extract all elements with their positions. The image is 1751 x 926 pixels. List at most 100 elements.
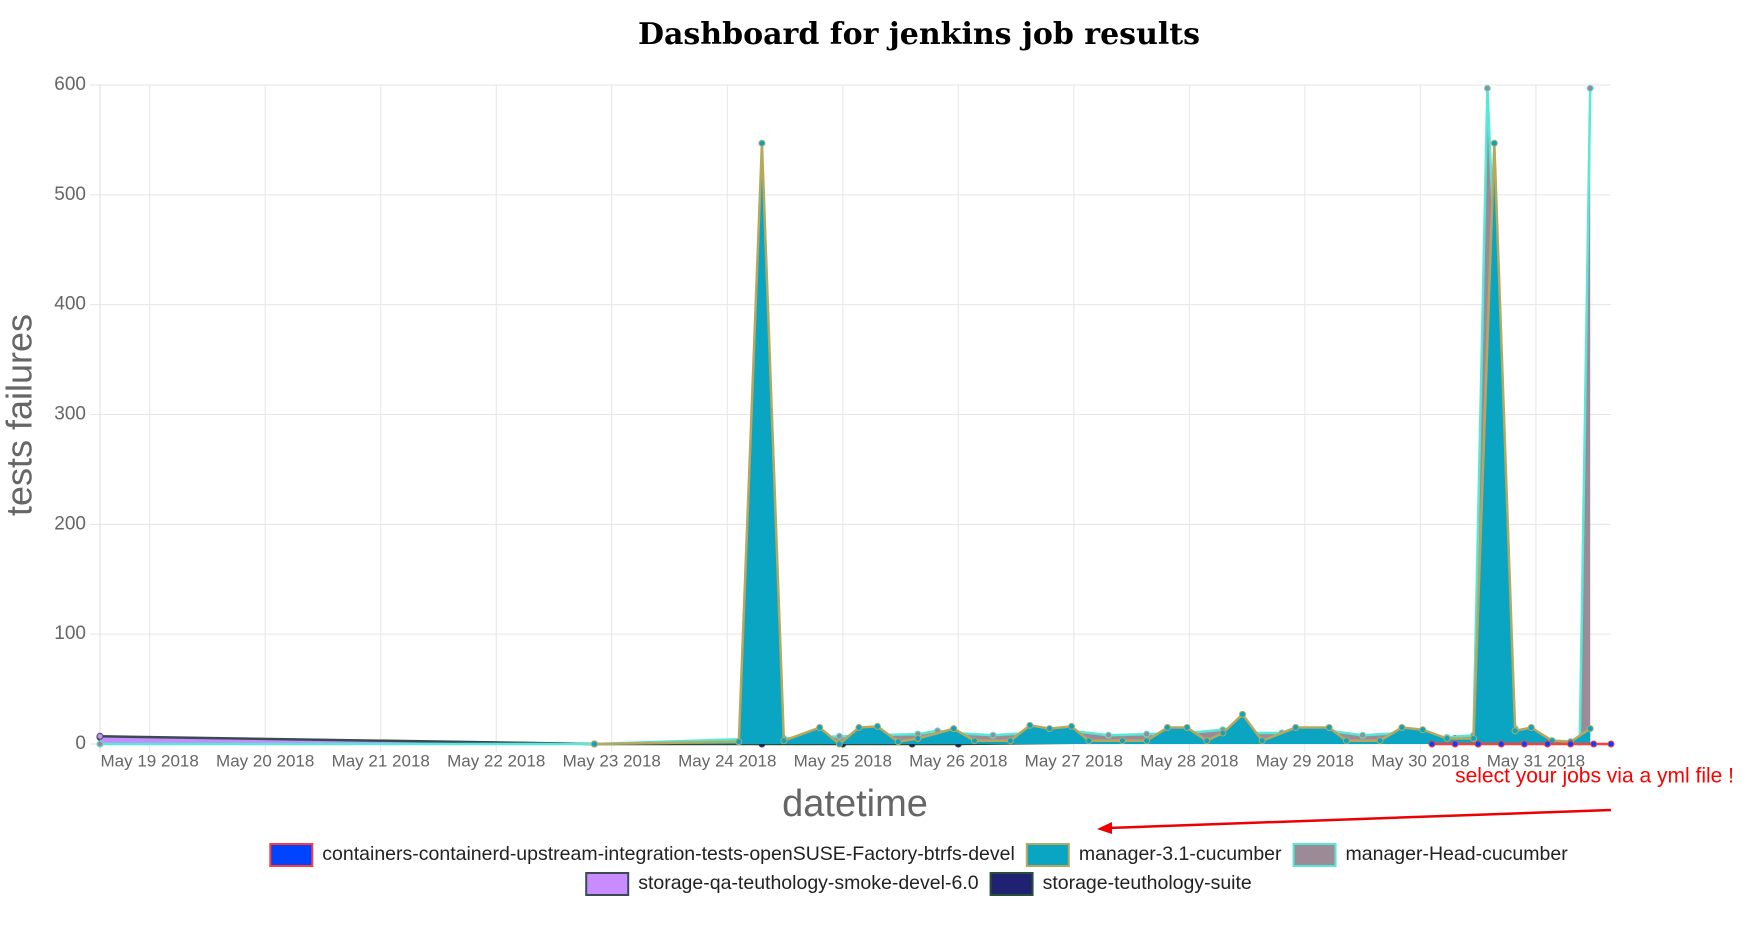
data-point xyxy=(1203,737,1211,745)
data-point xyxy=(816,724,824,732)
data-point xyxy=(758,139,766,147)
annotation-arrowhead xyxy=(1097,822,1112,834)
data-point xyxy=(1590,740,1598,748)
x-tick-label: May 28 2018 xyxy=(1140,751,1238,770)
x-axis-label: datetime xyxy=(782,783,928,825)
data-point xyxy=(1567,740,1575,748)
y-tick-label: 500 xyxy=(54,184,86,205)
data-point xyxy=(1104,731,1112,739)
legend-label: manager-Head-cucumber xyxy=(1346,843,1569,865)
data-point xyxy=(1419,726,1427,734)
legend-swatch xyxy=(989,872,1034,896)
x-tick-label: May 22 2018 xyxy=(447,751,545,770)
legend-label: storage-qa-teuthology-smoke-devel-6.0 xyxy=(638,872,979,894)
data-point xyxy=(1085,737,1093,745)
data-point xyxy=(1443,735,1451,743)
data-point xyxy=(835,740,843,748)
plot: 0 100 200 300 400 500 600 May 19 2018 May 20 201… xyxy=(54,74,1615,770)
x-tick-label: May 21 2018 xyxy=(332,751,430,770)
data-point xyxy=(1428,740,1436,748)
series-area xyxy=(100,88,1591,745)
data-point xyxy=(873,722,881,730)
data-point xyxy=(590,740,598,748)
data-point xyxy=(1006,737,1014,745)
legend-label: containers-containerd-upstream-integrati… xyxy=(322,843,1015,865)
data-point xyxy=(1607,740,1615,748)
legend-swatch xyxy=(269,843,314,867)
data-point xyxy=(1376,737,1384,745)
x-tick-label: May 23 2018 xyxy=(563,751,661,770)
legend-item[interactable]: manager-Head-cucumber xyxy=(1292,843,1569,867)
legend-swatch xyxy=(585,872,630,896)
data-point xyxy=(855,724,863,732)
legend-item[interactable]: containers-containerd-upstream-integrati… xyxy=(269,843,1015,867)
data-point xyxy=(835,732,843,740)
series-line xyxy=(99,735,595,746)
data-point xyxy=(1451,740,1459,748)
data-point xyxy=(735,738,743,746)
legend-label: manager-3.1-cucumber xyxy=(1079,843,1282,865)
data-point xyxy=(1258,737,1266,745)
annotation: select your jobs via a yml file ! xyxy=(1455,765,1734,788)
data-point xyxy=(1325,724,1333,732)
legend-swatch xyxy=(1025,843,1070,867)
data-point xyxy=(894,738,902,746)
y-tick-label: 300 xyxy=(54,404,86,425)
x-tick-label: May 29 2018 xyxy=(1256,751,1354,770)
x-tick-label: May 30 2018 xyxy=(1371,751,1469,770)
data-point xyxy=(1163,724,1171,732)
data-point xyxy=(970,737,978,745)
x-tick-label: May 24 2018 xyxy=(678,751,776,770)
x-tick-label: May 19 2018 xyxy=(101,751,199,770)
y-tick-label: 100 xyxy=(54,623,86,644)
data-point xyxy=(914,735,922,743)
data-point xyxy=(1483,84,1491,92)
legend-item[interactable]: storage-qa-teuthology-smoke-devel-6.0 xyxy=(585,872,979,896)
x-tick-label: May 26 2018 xyxy=(909,751,1007,770)
data-point xyxy=(1026,721,1034,729)
legend-item[interactable]: manager-3.1-cucumber xyxy=(1025,843,1282,867)
data-point xyxy=(1143,730,1151,738)
y-tick-label: 200 xyxy=(54,513,86,534)
data-point xyxy=(1342,737,1350,745)
series-area xyxy=(594,143,1591,744)
data-point xyxy=(1586,725,1594,733)
data-point xyxy=(1490,139,1498,147)
annotation-arrow xyxy=(1107,808,1612,830)
data-point xyxy=(1543,740,1551,748)
data-point xyxy=(1219,729,1227,737)
data-point xyxy=(1046,725,1054,733)
data-point xyxy=(1474,740,1482,748)
x-tick-label: May 31 2018 xyxy=(1487,751,1585,770)
y-axis-label: tests failures xyxy=(0,314,40,516)
x-tick-label: May 25 2018 xyxy=(794,751,892,770)
data-point xyxy=(1497,740,1505,748)
data-point xyxy=(1527,724,1535,732)
data-point xyxy=(1520,740,1528,748)
data-point xyxy=(1586,84,1594,92)
y-tick-label: 600 xyxy=(54,74,86,95)
legend: containers-containerd-upstream-integrati… xyxy=(269,843,1569,896)
x-tick-label: May 27 2018 xyxy=(1025,751,1123,770)
data-point xyxy=(950,725,958,733)
data-point xyxy=(1068,722,1076,730)
data-point xyxy=(96,740,104,748)
data-point xyxy=(1238,710,1246,718)
data-point xyxy=(1511,727,1519,735)
series-line xyxy=(100,88,1592,746)
data-point xyxy=(96,732,104,740)
legend-label: storage-teuthology-suite xyxy=(1043,872,1252,894)
data-point xyxy=(1470,735,1478,743)
legend-item[interactable]: storage-teuthology-suite xyxy=(989,872,1252,896)
data-point xyxy=(1118,737,1126,745)
data-point xyxy=(1359,731,1367,739)
data-point xyxy=(1183,724,1191,732)
data-point xyxy=(1292,724,1300,732)
data-point xyxy=(1398,724,1406,732)
data-point xyxy=(1143,737,1151,745)
legend-swatch xyxy=(1292,843,1337,867)
data-point xyxy=(780,737,788,745)
data-point xyxy=(989,731,997,739)
